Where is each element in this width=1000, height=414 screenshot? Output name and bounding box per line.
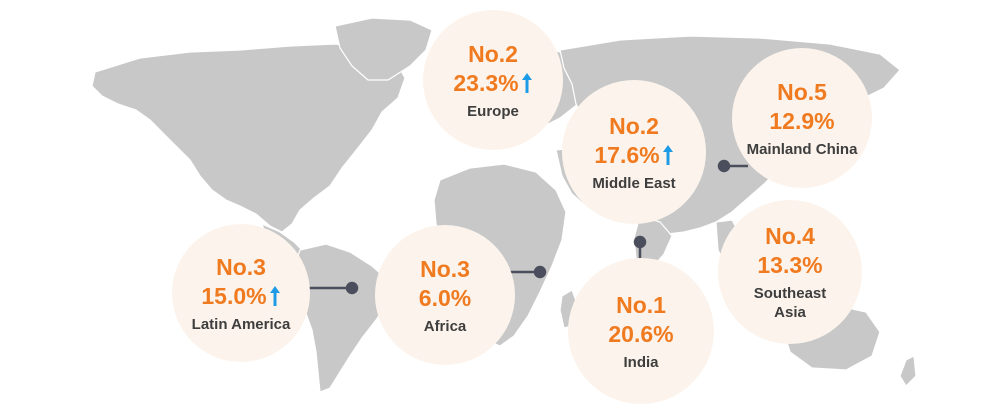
north-america-landmass [91,43,406,233]
rank-label: No.4 [765,223,815,249]
greenland-landmass [334,17,433,81]
region-name: Africa [423,317,467,335]
percent-label: 17.6% [594,141,673,170]
percent-label: 6.0% [419,284,471,313]
percent-value: 17.6% [594,141,660,168]
region-name: Middle East [592,174,676,192]
percent-value: 12.9% [769,107,835,134]
up-arrow-icon [521,73,532,93]
region-name: Latin America [191,315,291,333]
rank-label: No.3 [216,253,266,280]
bubble-africa: No.3 6.0% Africa [375,225,515,365]
bubble-europe: No.2 23.3% Europe [423,10,563,150]
connector-dot-africa [533,265,547,279]
percent-value: 6.0% [418,284,472,311]
rank-label: No.5 [777,78,827,105]
percent-label: 15.0% [201,282,280,311]
region-name: Southeast Asia [753,285,827,321]
region-name: Mainland China [746,140,858,158]
bubble-latin-america: No.3 15.0% Latin America [172,224,310,362]
bubble-mainland-china: No.5 12.9% Mainland China [732,48,872,188]
rank-label: No.1 [616,291,666,318]
up-arrow-icon [662,145,673,165]
percent-value: 13.3% [757,252,823,278]
percent-label: 20.6% [608,320,673,349]
percent-value: 15.0% [201,282,267,309]
bubble-southeast-asia: No.4 13.3% Southeast Asia [718,200,862,344]
percent-label: 13.3% [757,251,822,280]
region-name: India [623,353,659,371]
bubble-india: No.1 20.6% India [568,258,714,404]
percent-value: 23.3% [453,69,519,96]
south-america-landmass [293,243,391,393]
up-arrow-icon [269,286,280,306]
percent-label: 12.9% [769,107,834,136]
connector-dot-latin-america [345,281,359,295]
region-name: Europe [467,102,519,120]
percent-label: 23.3% [453,69,532,98]
bubble-middle-east: No.2 17.6% Middle East [562,80,706,224]
rank-label: No.2 [609,112,659,139]
connector-dot-mainland-china [717,159,731,173]
new-zealand-landmass [899,355,917,387]
percent-value: 20.6% [608,320,674,347]
connector-dot-india [633,235,647,249]
rank-label: No.2 [468,40,518,67]
rank-label: No.3 [420,255,470,282]
